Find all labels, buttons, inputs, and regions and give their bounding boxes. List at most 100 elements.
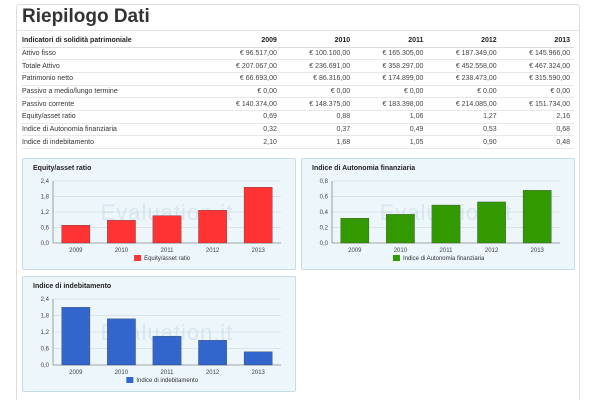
column-header: 2012 [427, 34, 501, 48]
table-cell: 0,68 [500, 123, 574, 137]
y-tick-label: 0,2 [320, 226, 329, 232]
chart-svg: Evaluation.it0,00,20,40,60,8200920102011… [320, 179, 560, 262]
table-cell: € 236.691,00 [280, 59, 355, 73]
y-tick-label: 0,6 [41, 347, 50, 353]
table-cell: 1,68 [280, 135, 355, 149]
column-header: 2010 [280, 34, 355, 48]
table-cell: 2,16 [500, 110, 574, 124]
x-tick-label: 2013 [252, 248, 266, 254]
table-cell: 0,32 [207, 123, 281, 137]
table-cell: € 86.316,00 [280, 72, 355, 86]
table-cell: € 0,00 [500, 85, 574, 99]
table-cell: 2,10 [207, 135, 281, 149]
x-tick-label: 2011 [440, 248, 454, 254]
bar [340, 218, 370, 244]
table-cell: 1,05 [354, 135, 428, 149]
bar [243, 187, 273, 244]
row-label: Passivo a medio/lungo termine [22, 85, 208, 99]
bar [386, 214, 415, 244]
table-body: Attivo fisso € 96.517,00 € 100.100,00 € 165… [22, 47, 574, 149]
bar [198, 340, 227, 366]
table-cell: 0,90 [427, 135, 501, 149]
column-header: 2013 [500, 34, 574, 48]
table-cell: 0,88 [280, 110, 355, 124]
x-tick-label: 2009 [69, 248, 83, 254]
legend-label: Indice di Autonomia finanziaria [403, 256, 485, 262]
bar [152, 215, 182, 244]
table-cell: € 0,00 [354, 85, 428, 99]
y-tick-label: 0,0 [41, 241, 50, 247]
indebitamento-chart: Evaluation.it 0,0 0,6 1,2 1,8 2,4 2009 2010 2011… [22, 276, 296, 392]
row-label: Totale Attivo [22, 59, 208, 73]
y-tick-label: 1,8 [41, 195, 50, 201]
row-label: Patrimonio netto [22, 72, 208, 86]
table-cell: € 151.734,00 [500, 97, 574, 111]
table-cell: € 174.899,00 [354, 72, 428, 86]
indicators-table: Indicatori di solidità patrimoniale 2009… [22, 34, 574, 149]
table-cell: € 358.297,00 [354, 59, 428, 73]
x-tick-label: 2013 [252, 370, 266, 376]
column-header: 2009 [207, 34, 281, 48]
row-label: Indice di Autonomia finanziaria [22, 123, 208, 137]
x-tick-label: 2012 [206, 370, 220, 376]
table-row: Passivo a medio/lungo termine € 0,00 € 0,0… [22, 85, 574, 99]
y-tick-label: 2,4 [41, 179, 50, 185]
table-cell: € 96.517,00 [207, 47, 281, 61]
table-cell: € 207.067,00 [207, 59, 281, 73]
table-cell: 1,27 [427, 110, 501, 124]
table-cell: 0,37 [280, 123, 355, 137]
legend-label: Indice di indebitamento [136, 378, 198, 384]
y-tick-label: 1,2 [41, 330, 50, 336]
x-tick-label: 2012 [206, 248, 220, 254]
y-tick-label: 1,8 [41, 314, 50, 320]
page-title: Riepilogo Dati [22, 6, 150, 27]
bar [431, 204, 461, 244]
table-cell: € 148.375,00 [280, 97, 355, 111]
x-tick-label: 2009 [348, 248, 362, 254]
y-tick-label: 0,4 [320, 210, 329, 216]
y-tick-label: 2,4 [41, 297, 50, 303]
y-tick-label: 0,6 [320, 195, 329, 201]
bar [152, 335, 182, 366]
table-cell: 0,48 [500, 135, 574, 149]
table-cell: € 145.966,00 [500, 47, 574, 61]
bar [477, 201, 506, 244]
legend-label: Equity/asset ratio [144, 256, 191, 262]
title-divider [17, 30, 579, 31]
bar [107, 318, 136, 366]
table-row: Totale Attivo € 207.067,00 € 236.691,00 € 3… [22, 59, 574, 73]
bar [61, 225, 91, 244]
x-tick-label: 2010 [394, 248, 408, 254]
bar [522, 190, 552, 244]
table-cell: € 0,00 [280, 85, 355, 99]
y-tick-label: 1,2 [41, 210, 50, 216]
x-tick-label: 2012 [485, 248, 499, 254]
row-label: Indice di indebitamento [22, 135, 208, 149]
table-cell: 0,53 [427, 123, 501, 137]
autonomia-finanziaria-chart: Evaluation.it0,00,20,40,60,8200920102011… [301, 158, 575, 270]
column-header: 2011 [354, 34, 428, 48]
table-cell: € 183.398,00 [354, 97, 428, 111]
y-tick-label: 0,0 [41, 363, 50, 369]
bar [198, 210, 227, 244]
table-row: Indice di Autonomia finanziaria 0,32 0,37 0… [22, 123, 574, 137]
chart-title: Equity/asset ratio [33, 165, 92, 172]
table-cell: € 66.693,00 [207, 72, 281, 86]
table-row: Indice di indebitamento 2,10 1,68 1,05 0,90 0… [22, 135, 574, 149]
x-tick-label: 2013 [531, 248, 545, 254]
row-label: Attivo fisso [22, 47, 208, 61]
table-cell: € 187.349,00 [427, 47, 501, 61]
y-tick-label: 0,6 [41, 226, 50, 232]
row-label: Equity/asset ratio [22, 110, 208, 124]
table-row: Passivo corrente € 140.374,00 € 148.375,00… [22, 97, 574, 111]
x-tick-label: 2010 [115, 370, 129, 376]
table-cell: € 238.473,00 [427, 72, 501, 86]
bar [61, 307, 91, 366]
table-row: Patrimonio netto € 66.693,00 € 86.316,00 € … [22, 72, 574, 86]
legend-swatch [392, 255, 400, 261]
legend-swatch [134, 255, 142, 261]
table-cell: € 0,00 [207, 85, 281, 99]
table-cell: € 452.558,00 [427, 59, 501, 73]
